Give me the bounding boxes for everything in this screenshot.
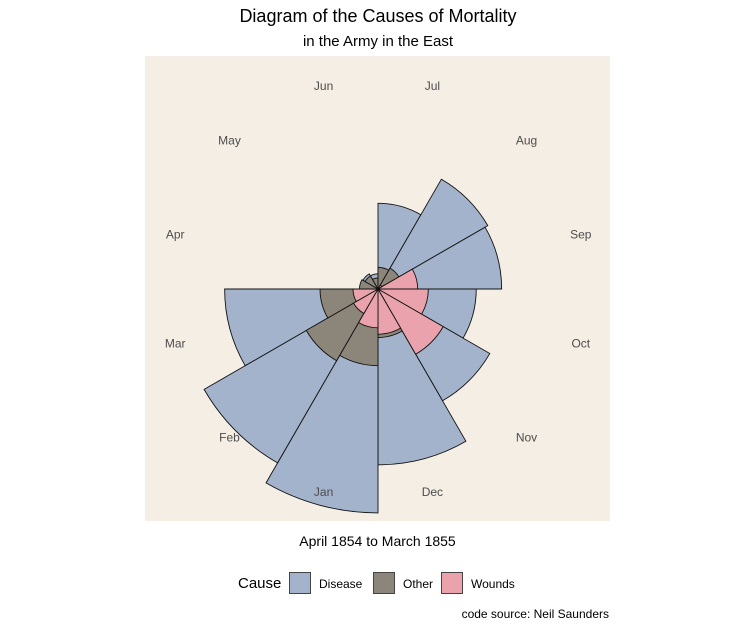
month-label-jan: Jan — [314, 485, 333, 499]
wedge-wounds-dec — [377, 287, 402, 335]
month-label-mar: Mar — [165, 336, 186, 350]
wedge-wounds-nov — [376, 287, 444, 355]
legend: Cause Disease Other Wounds — [0, 570, 734, 596]
wedge-other-may — [364, 275, 380, 291]
month-label-oct: Oct — [571, 336, 590, 350]
month-label-nov: Nov — [516, 431, 537, 445]
wedge-wounds-mar — [352, 288, 380, 303]
chart-subtitle: in the Army in the East — [302, 33, 454, 50]
legend-key-disease — [289, 572, 311, 594]
month-label-sep: Sep — [570, 228, 592, 242]
caption: code source: Neil Saunders — [461, 607, 609, 621]
month-label-jul: Jul — [425, 79, 440, 93]
legend-label-other: Other — [403, 577, 434, 591]
wedge-disease-dec — [377, 287, 467, 466]
month-label-jun: Jun — [314, 79, 333, 93]
polar-area-chart: Apr May Jun Jul Aug Sep Oct Nov Dec Jan Feb Mar — [165, 79, 592, 514]
month-label-aug: Aug — [516, 134, 537, 148]
chart-title: Diagram of the Causes of Mortality — [239, 6, 517, 26]
wedge-wounds-jan — [357, 287, 379, 329]
month-label-may: May — [218, 134, 241, 148]
legend-label-wounds: Wounds — [471, 577, 515, 591]
wedge-disease-aug — [376, 178, 489, 291]
plot-panel: Apr May Jun Jul Aug Sep Oct Nov Dec Jan Feb Mar — [145, 56, 610, 521]
legend-label-disease: Disease — [319, 577, 363, 591]
wedge-wounds-feb — [352, 287, 380, 315]
month-label-dec: Dec — [422, 485, 443, 499]
month-label-apr: Apr — [166, 228, 185, 242]
month-label-feb: Feb — [219, 431, 240, 445]
x-axis-label: April 1854 to March 1855 — [299, 533, 456, 549]
legend-title: Cause — [238, 575, 282, 592]
legend-key-wounds — [441, 572, 463, 594]
legend-key-other — [373, 572, 395, 594]
